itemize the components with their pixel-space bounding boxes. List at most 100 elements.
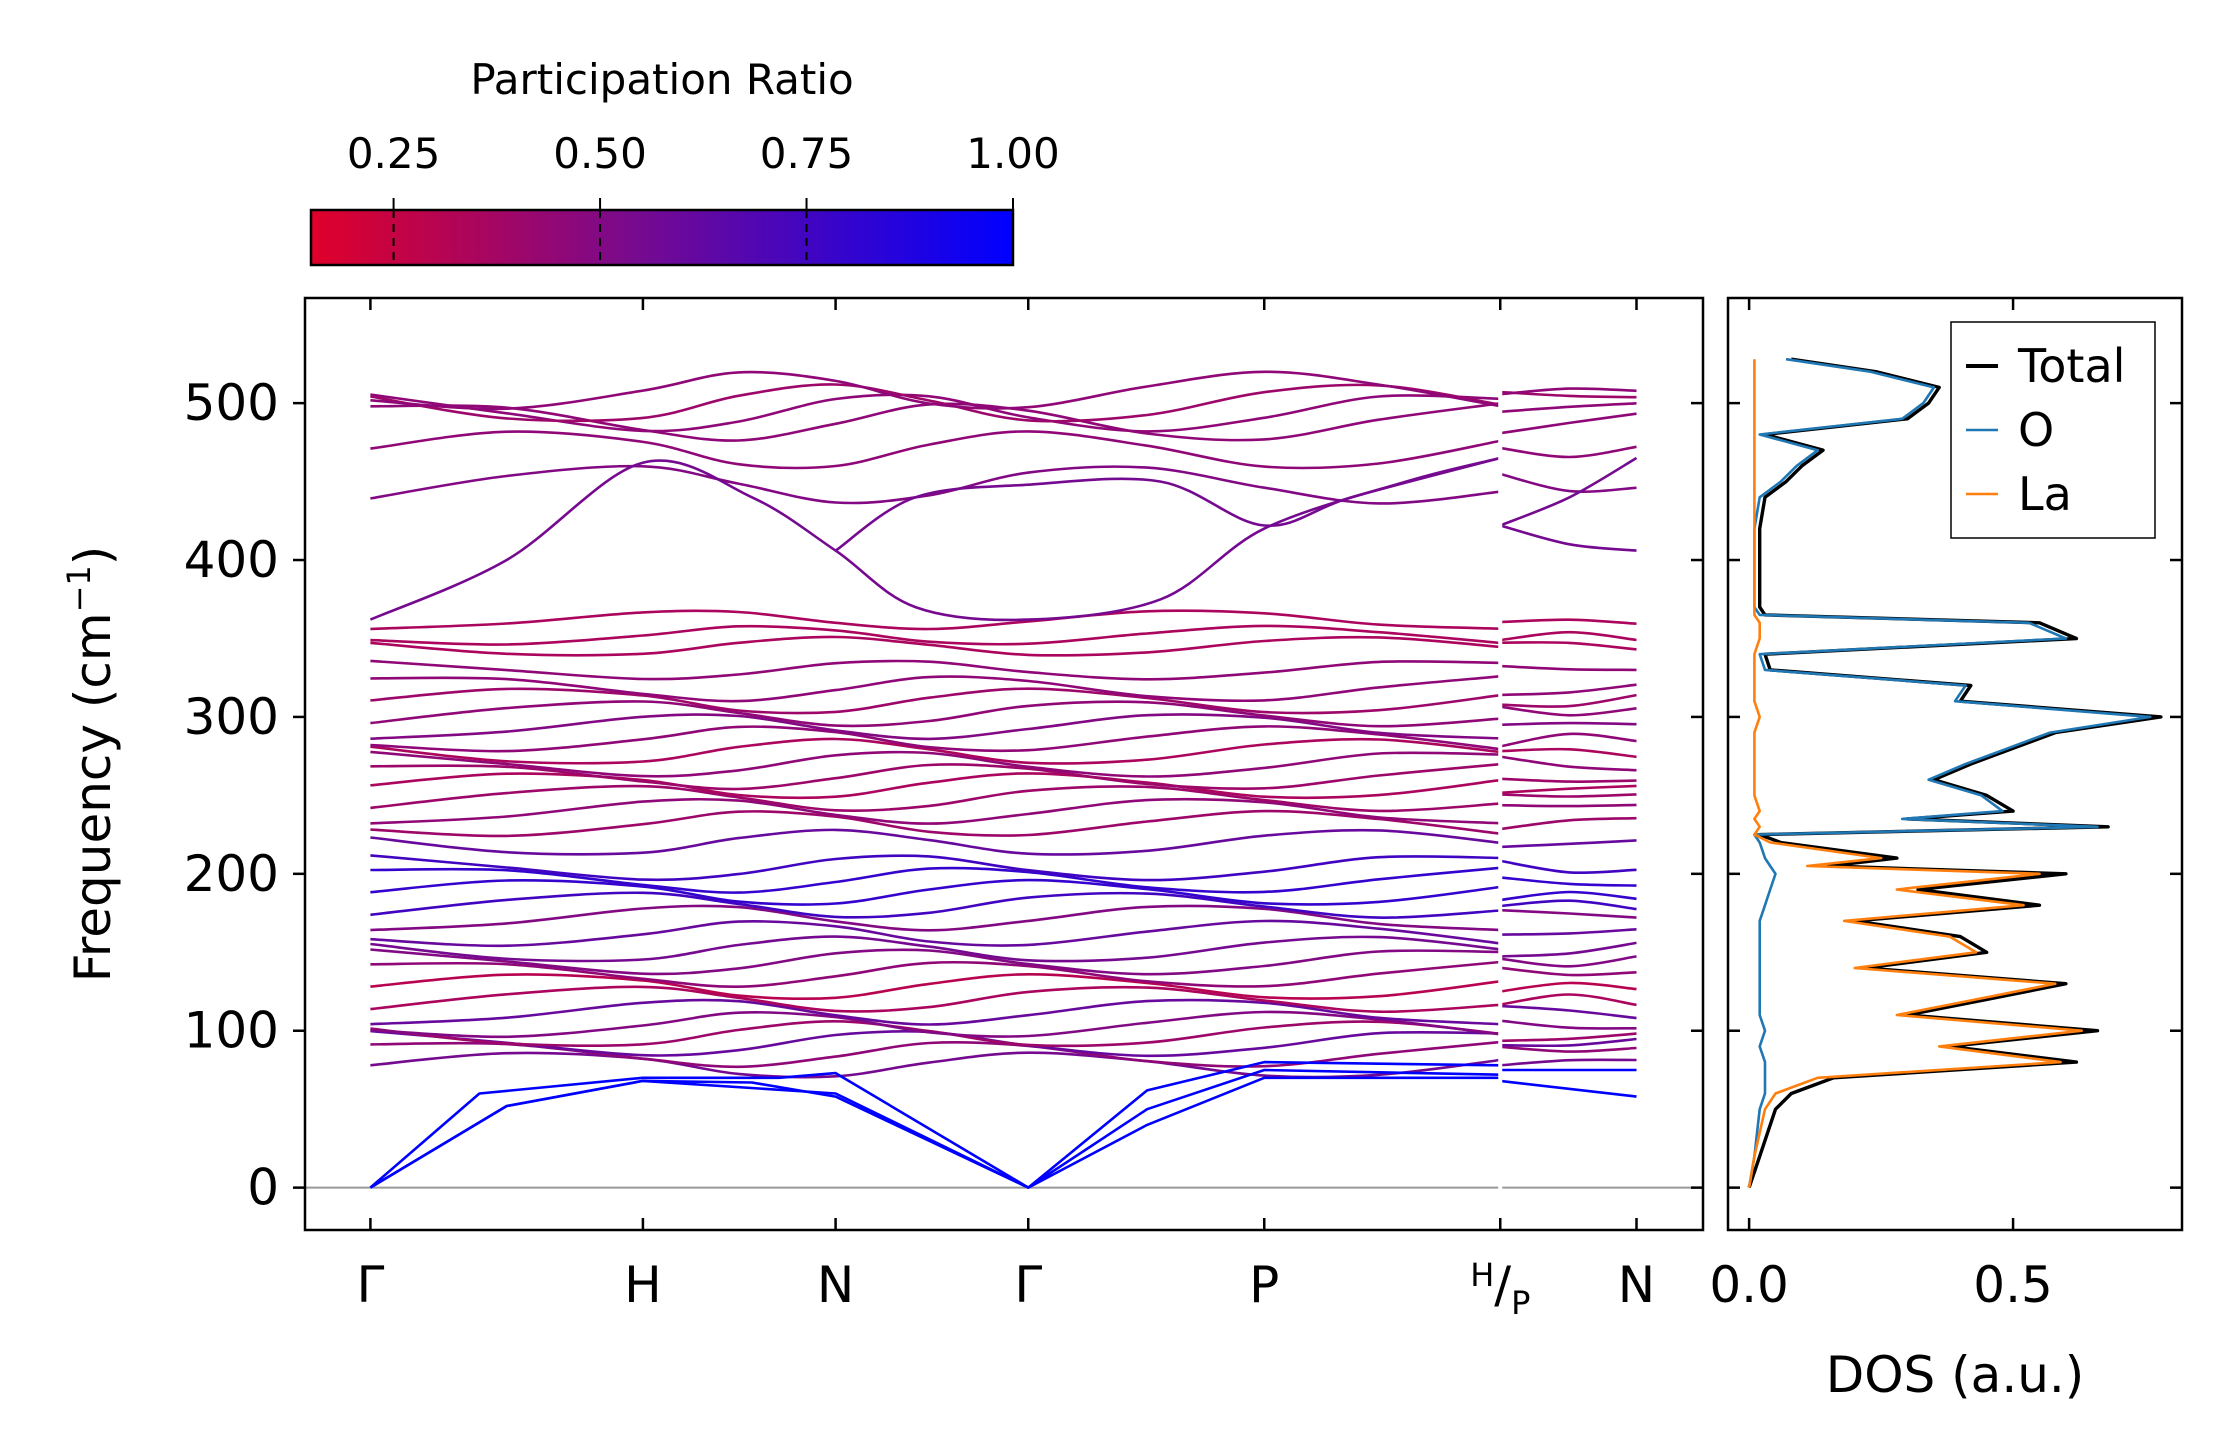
optical-band-segment2 [1500,1045,1637,1053]
optical-band [370,904,1501,932]
dispersive-optical-branch [369,456,1501,622]
optical-band [370,370,1501,411]
optical-band [370,878,1501,906]
colorbar-ticks [392,198,1014,265]
y-tick-label: 400 [184,531,279,589]
optical-band [370,762,1501,791]
dos-x-ticks: 0.0 0.5 [1709,298,2053,1314]
optical-band-segment2 [1500,387,1637,396]
legend-label-total: Total [2017,339,2125,393]
colorbar-tick-label: 0.75 [760,129,854,178]
optical-band [370,919,1501,948]
optical-band-segment2 [1500,876,1637,887]
dos-panel: 0.0 0.5 DOS (a.u.) Total O La [1709,296,2184,1404]
optical-band-segment2 [1500,899,1637,911]
optical-band-segment2 [1500,721,1637,726]
optical-band [370,985,1501,1014]
optical-band [370,960,1501,989]
optical-band [370,430,1501,470]
colorbar-tick-label: 0.50 [553,129,647,178]
kpoint-label: H [624,1256,662,1314]
dispersive-optical-branch [834,456,1501,552]
optical-band-segment2 [1499,732,1637,748]
optical-band [370,624,1501,646]
optical-band-segment2 [1500,693,1637,708]
dispersive-optical-branch-segment2 [1499,524,1637,552]
optical-band [370,1051,1501,1079]
optical-band [370,402,1501,442]
optical-band [370,784,1501,813]
dos-axes-frame [1726,296,2184,1232]
kpoint-label: P [1249,1256,1279,1314]
optical-band [370,464,1501,505]
optical-band-segment2 [1500,955,1637,968]
optical-band-segment2 [1500,1058,1637,1067]
y-tick-label: 500 [184,374,279,432]
dos-line-o [1747,357,2152,1188]
kpoint-label: Γ [356,1256,384,1314]
optical-band [370,828,1501,856]
band-y-label: Frequency (cm−1) [60,546,122,983]
optical-band [370,713,1501,741]
optical-band [370,948,1501,976]
optical-band [370,866,1501,894]
optical-band-segment2 [1500,816,1637,831]
optical-band [370,750,1501,778]
optical-band [370,725,1501,753]
optical-band-segment2 [1500,755,1637,772]
optical-band [370,998,1501,1026]
legend-label-la: La [2018,467,2072,521]
acoustic-branch [369,1068,1501,1189]
dispersive-optical-branch-segment2 [1499,456,1638,527]
dos-x-label: DOS (a.u.) [1826,1346,2085,1404]
optical-band [370,700,1501,728]
optical-band-segment2 [1500,412,1637,435]
optical-band [370,891,1501,919]
optical-band-segment2 [1500,793,1637,798]
kpoint-label: Γ [1014,1256,1042,1314]
optical-band-segment2 [1500,683,1637,697]
optical-band-segment2 [1500,630,1637,642]
colorbar-tick-label: 0.25 [347,129,441,178]
optical-band [370,687,1501,715]
optical-band-segment2 [1500,641,1637,651]
y-tick-label: 300 [184,688,279,746]
optical-band-segment2 [1500,1019,1637,1030]
optical-band-segment2 [1500,966,1637,977]
colorbar: Participation Ratio 0.25 0.50 0.75 1.00 [309,55,1060,267]
optical-band-segment2 [1500,993,1637,1007]
dos-legend: Total O La [1950,321,2156,539]
optical-band-segment2 [1500,928,1637,936]
colorbar-title: Participation Ratio [470,55,853,104]
optical-band-segment2 [1500,618,1637,625]
colorbar-tick-label: 1.00 [966,129,1060,178]
optical-band-segment2 [1500,402,1637,414]
band-y-ticks: 0 100 200 300 400 500 [184,374,1703,1217]
kpoint-slash: / [1494,1256,1511,1314]
optical-band-segment2 [1500,803,1637,808]
dos-x-tick-label: 0.5 [1973,1256,2053,1314]
optical-band [370,854,1501,882]
optical-band [370,659,1501,681]
optical-band [370,797,1501,825]
optical-band [370,383,1501,423]
colorbar-gradient [309,208,1015,267]
optical-band [370,737,1501,765]
optical-band-segment2 [1500,941,1637,958]
optical-band-segment2 [1500,445,1637,459]
y-tick-label: 0 [247,1159,279,1217]
optical-band-segment2 [1500,890,1637,902]
kpoint-label: N [1618,1256,1655,1314]
kpoint-label: N [817,1256,854,1314]
acoustic-branch [1500,1079,1637,1098]
y-tick-label: 200 [184,845,279,903]
optical-band [370,935,1501,963]
legend-label-o: O [2018,403,2054,457]
optical-band-segment2 [1499,472,1637,493]
optical-band-segment2 [1500,1032,1637,1043]
colorbar-tick-labels: 0.25 0.50 0.75 1.00 [347,129,1060,178]
optical-band [370,809,1501,838]
y-label-main: Frequency (cm [64,612,122,982]
